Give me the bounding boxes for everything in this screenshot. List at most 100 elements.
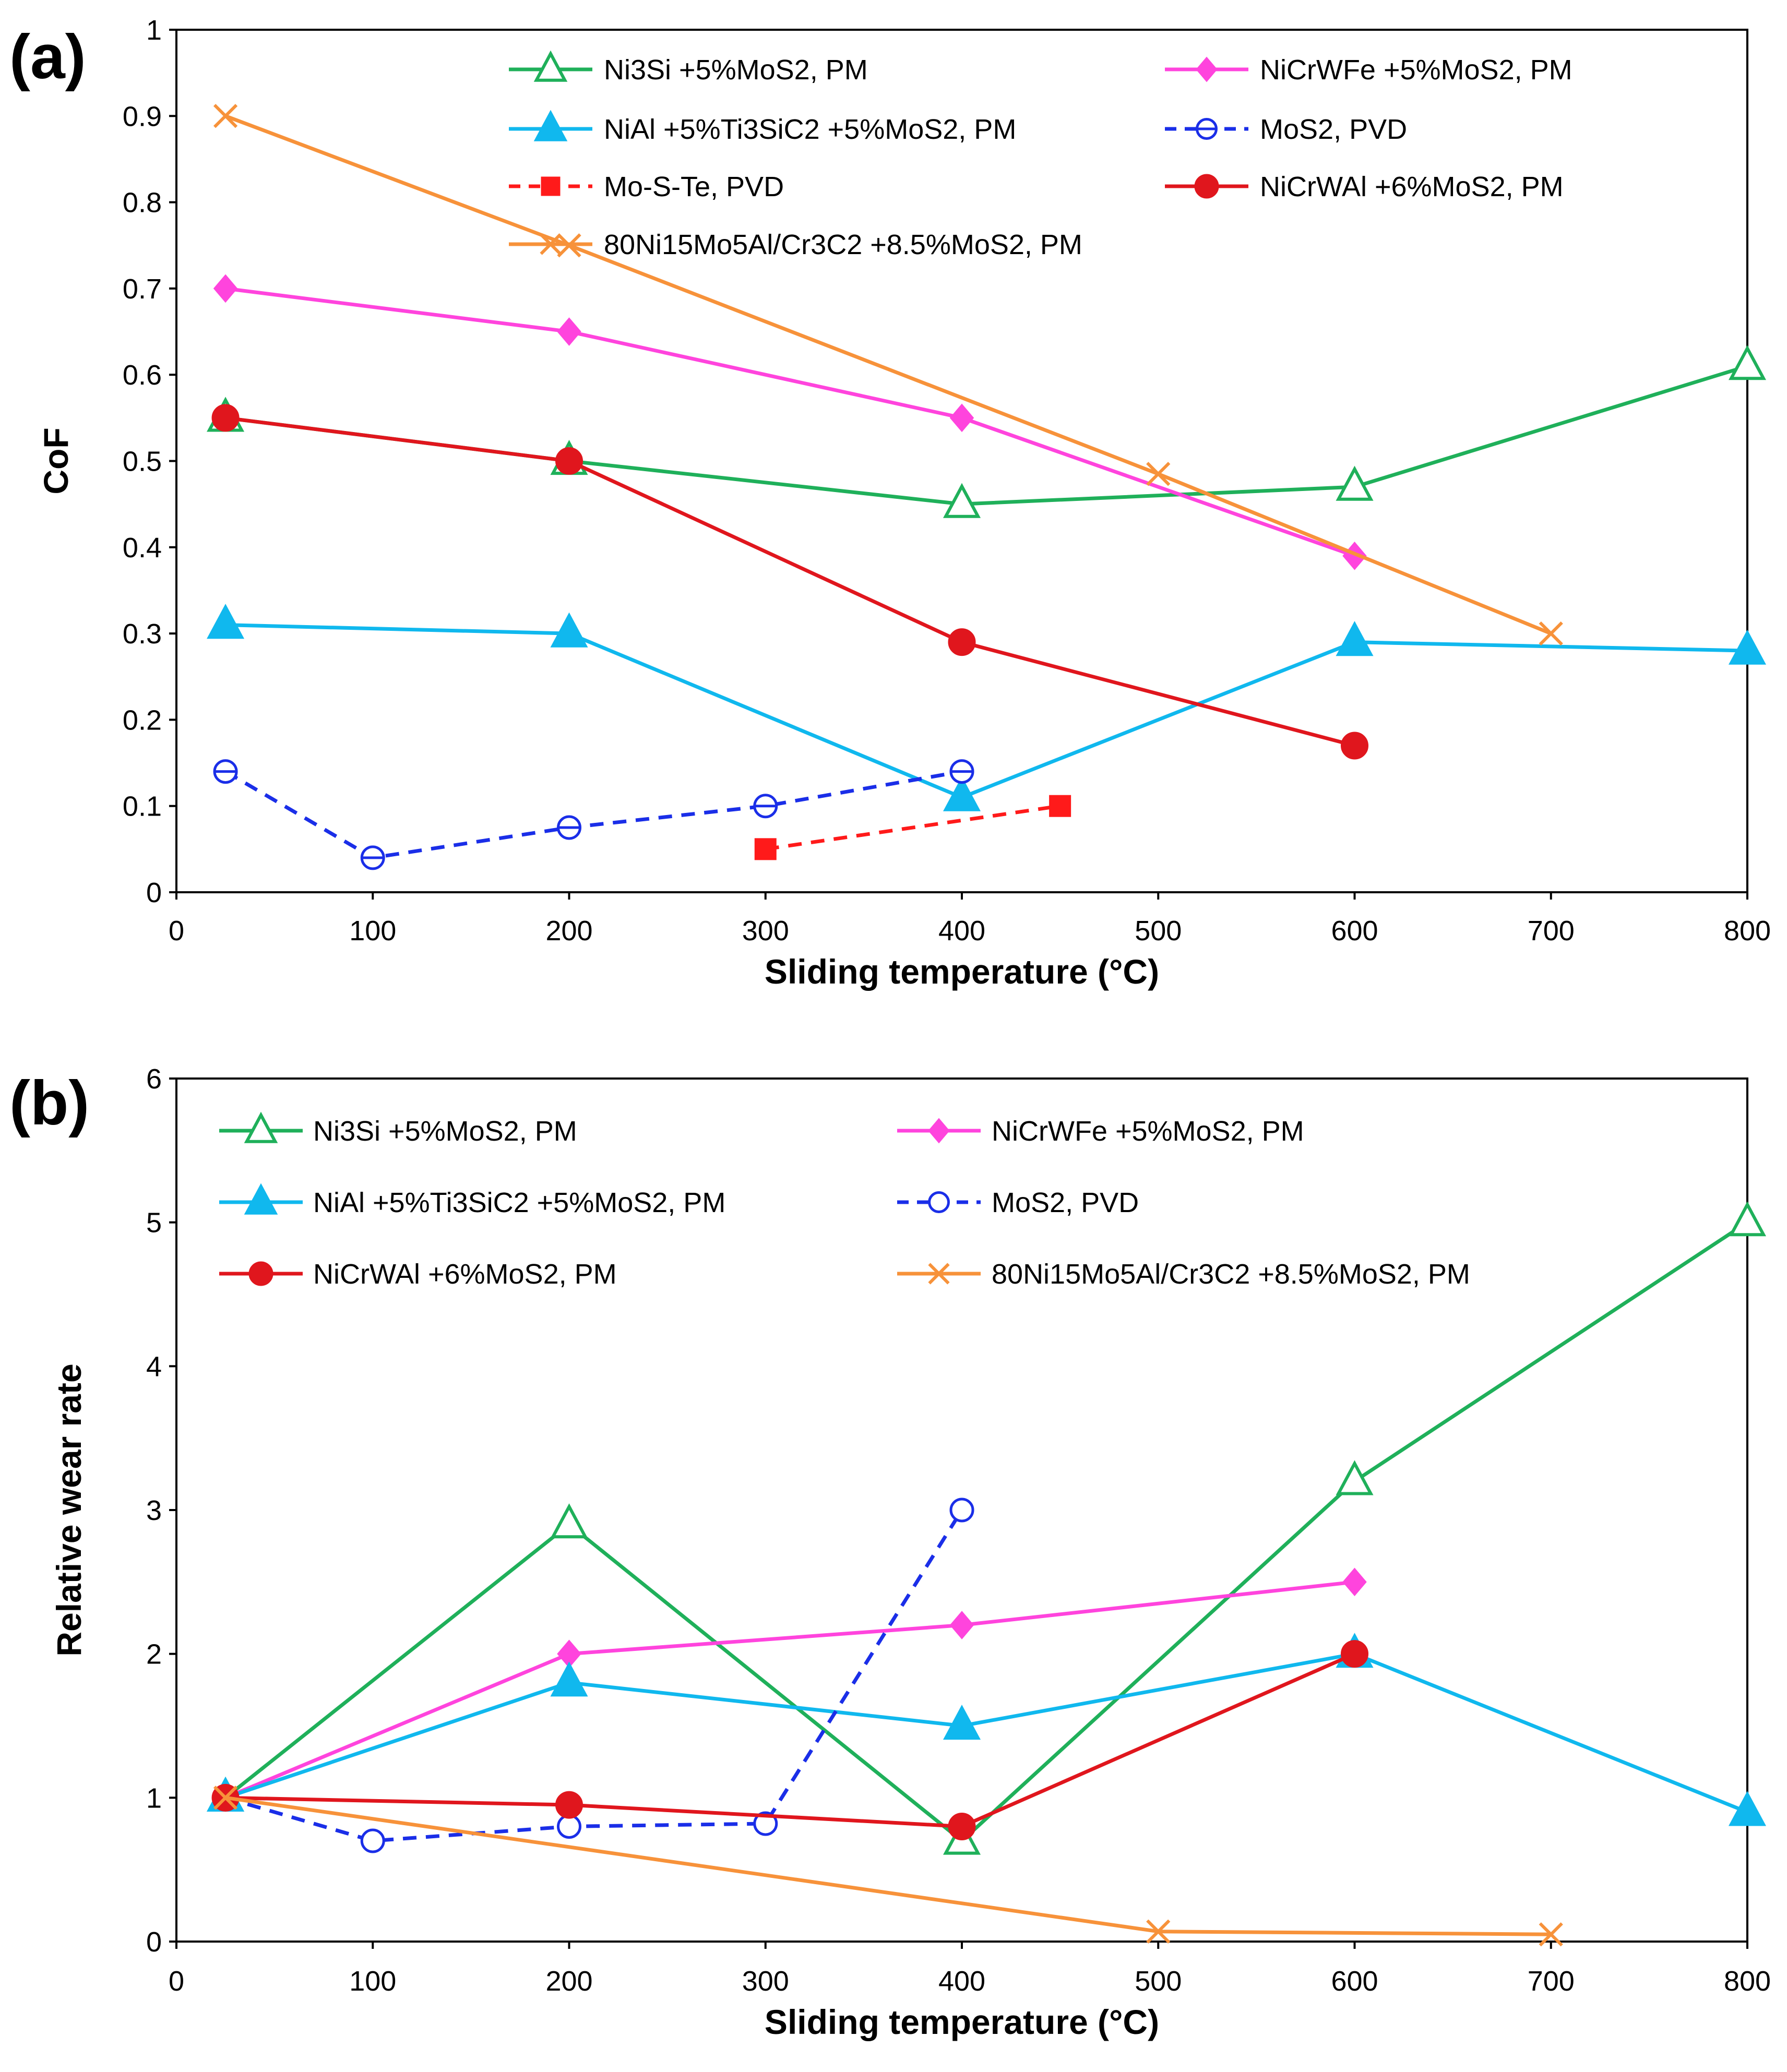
legend-marker: [533, 50, 568, 82]
x-tick-label: 300: [742, 1966, 789, 1997]
legend-label: NiCrWFe +5%MoS2, PM: [1260, 54, 1572, 86]
data-point-ni3si: [1728, 345, 1767, 380]
series-nial: [207, 604, 1767, 811]
data-point-mos2: [557, 1814, 581, 1839]
legend-marker: [533, 110, 568, 141]
legend-entry: 80Ni15Mo5Al/Cr3C2 +8.5%MoS2, PM: [897, 1259, 1470, 1290]
series-line-nicrwal: [225, 1652, 1355, 1828]
series-ni3si: [207, 1201, 1767, 1855]
y-tick-label: 0.9: [123, 101, 162, 132]
x-tick-label: 200: [545, 1966, 592, 1997]
data-point-ni80: [1146, 462, 1171, 486]
legend-entry: NiCrWAl +6%MoS2, PM: [1165, 171, 1564, 202]
x-tick-label: 800: [1724, 1966, 1771, 1997]
y-tick-label: 0.2: [123, 704, 162, 736]
data-point-ni80: [1539, 1922, 1563, 1947]
data-point-nial: [943, 1705, 981, 1740]
y-tick-label: 0.6: [123, 360, 162, 391]
legend-marker: [248, 1261, 273, 1286]
y-tick-label: 0.1: [123, 791, 162, 822]
x-axis-title: Sliding temperature (°C): [765, 2003, 1159, 2041]
y-tick-label: 0.8: [123, 187, 162, 219]
legend-label: NiCrWAl +6%MoS2, PM: [1260, 171, 1564, 202]
chart-panel-0: (a) 0 0.1 0.2 0.3 0.4 0.5 0.6 0.7 0.8 0.9 1 0 100 200 3…: [9, 15, 1771, 991]
data-point-nicrwal: [555, 447, 583, 475]
y-tick-label: 1: [146, 15, 162, 46]
data-point-nicrwal: [948, 628, 976, 656]
series-line-ni80: [224, 114, 1552, 636]
x-tick-label: 0: [169, 915, 184, 947]
series-ni3si: [207, 345, 1767, 518]
data-point-nicrwfe: [557, 317, 581, 346]
data-point-ni3si: [1336, 1460, 1374, 1495]
data-point-nicrwfe: [1342, 1567, 1367, 1597]
legend-label: NiAl +5%Ti3SiC2 +5%MoS2, PM: [604, 114, 1016, 145]
legend-marker: [541, 176, 561, 196]
legend-label: Ni3Si +5%MoS2, PM: [604, 54, 868, 86]
data-point-nial: [1728, 629, 1767, 665]
data-point-moste: [1049, 795, 1071, 817]
series-line-nial: [224, 1652, 1748, 1814]
y-axis-title: CoF: [37, 427, 75, 494]
legend-entry: NiCrWFe +5%MoS2, PM: [897, 1116, 1304, 1147]
data-point-nial: [550, 1661, 588, 1697]
y-tick-label: 0.4: [123, 532, 162, 564]
legend-marker: [928, 1118, 950, 1144]
data-point-nial: [550, 612, 588, 648]
series-nicrwfe: [213, 1567, 1367, 1812]
series-nial: [207, 1633, 1767, 1826]
data-point-mos2: [360, 1828, 385, 1853]
series-line-mos2: [224, 770, 962, 860]
legend-entry: Mo-S-Te, PVD: [509, 171, 784, 202]
legend-marker: [928, 1191, 950, 1213]
legend-entry: NiCrWFe +5%MoS2, PM: [1165, 54, 1572, 86]
y-tick-label: 4: [146, 1351, 162, 1382]
x-axis-title: Sliding temperature (°C): [765, 952, 1159, 991]
legend-entry: NiCrWAl +6%MoS2, PM: [219, 1259, 617, 1290]
legend-marker: [1196, 56, 1218, 82]
data-point-nicrwfe: [949, 1611, 974, 1639]
legend-label: MoS2, PVD: [992, 1187, 1139, 1218]
data-point-mos2: [753, 1811, 778, 1836]
series-mos2: [213, 1498, 974, 1853]
y-tick-label: 0.7: [123, 273, 162, 305]
chart-panel-1: (b) 0 1 2 3 4 5 6 0 100 200 300 400 500 600 700 800 Slidi…: [9, 1063, 1771, 2041]
data-point-nicrwal: [1341, 732, 1368, 760]
legend-marker: [1194, 174, 1219, 199]
data-point-ni3si: [1728, 1201, 1767, 1237]
data-point-moste: [754, 838, 777, 860]
legend-label: 80Ni15Mo5Al/Cr3C2 +8.5%MoS2, PM: [992, 1259, 1470, 1290]
legend-entry: MoS2, PVD: [1165, 114, 1407, 145]
x-tick-label: 800: [1724, 915, 1771, 947]
series-line-ni3si: [224, 1220, 1748, 1843]
panel-label: (b): [9, 1068, 89, 1138]
legend-entry: NiAl +5%Ti3SiC2 +5%MoS2, PM: [509, 110, 1016, 145]
series-line-mos2: [225, 1509, 963, 1843]
legend: Ni3Si +5%MoS2, PM NiCrWFe +5%MoS2, PM NiAl…: [219, 1111, 1470, 1290]
data-point-ni3si: [1336, 465, 1374, 501]
data-point-ni80: [213, 104, 238, 128]
series-nicrwal: [211, 404, 1368, 760]
y-tick-label: 5: [146, 1207, 162, 1239]
panel-label: (a): [9, 22, 86, 92]
data-point-nicrwal: [555, 1791, 583, 1819]
y-axis-title: Relative wear rate: [50, 1363, 88, 1656]
x-tick-label: 100: [349, 1966, 396, 1997]
data-point-nicrwfe: [213, 274, 238, 303]
data-point-ni3si: [550, 1503, 588, 1539]
legend-entry: 80Ni15Mo5Al/Cr3C2 +8.5%MoS2, PM: [509, 229, 1082, 260]
data-point-nicrwal: [211, 404, 240, 432]
data-point-nial: [1336, 621, 1374, 656]
legend-marker: [244, 1111, 278, 1143]
y-tick-label: 0.3: [123, 618, 162, 650]
x-tick-label: 700: [1528, 915, 1575, 947]
data-point-nicrwfe: [949, 403, 974, 433]
y-tick-label: 0: [146, 877, 162, 908]
series-line-nicrwal: [225, 416, 1355, 748]
legend-label: Mo-S-Te, PVD: [604, 171, 784, 202]
data-point-ni80: [213, 1786, 238, 1810]
series-ni80: [213, 1786, 1563, 1947]
data-point-nicrwal: [1341, 1640, 1368, 1668]
legend-label: 80Ni15Mo5Al/Cr3C2 +8.5%MoS2, PM: [604, 229, 1082, 260]
